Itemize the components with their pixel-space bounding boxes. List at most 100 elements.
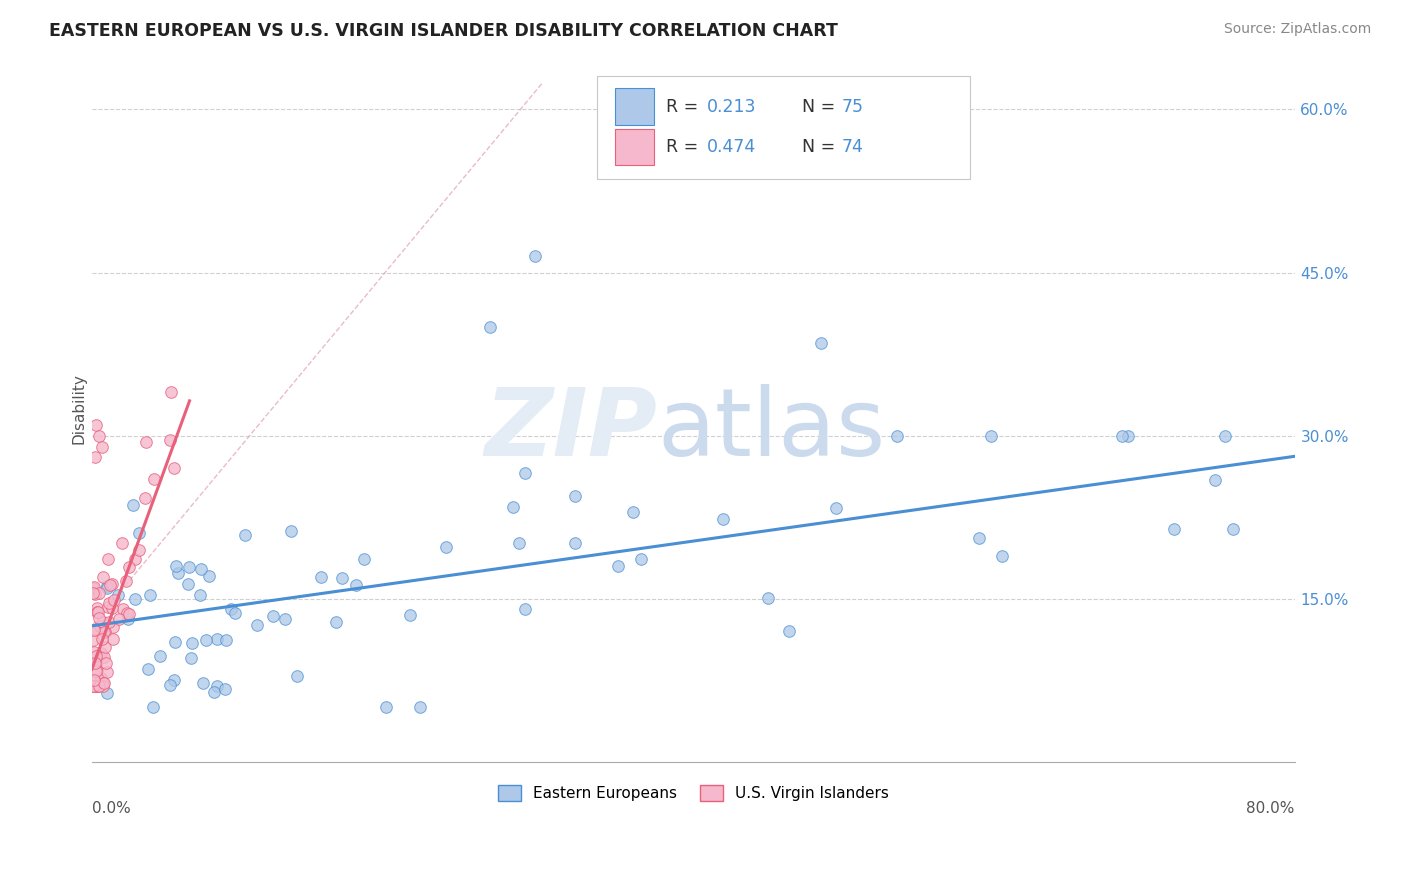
Point [96, 579, 118, 593]
Point [91, 679, 114, 693]
Point [83, 580, 105, 594]
Point [165, 559, 187, 574]
Point [205, 632, 228, 646]
Point [190, 562, 212, 576]
Point [122, 499, 145, 513]
Point [90, 646, 112, 660]
Point [1116, 428, 1139, 442]
Point [886, 428, 908, 442]
Point [508, 536, 530, 550]
Point [159, 434, 181, 448]
Point [274, 612, 297, 626]
Point [194, 633, 217, 648]
Text: EASTERN EUROPEAN VS U.S. VIRGIN ISLANDER DISABILITY CORRELATION CHART: EASTERN EUROPEAN VS U.S. VIRGIN ISLANDER… [49, 22, 838, 40]
Point [93, 640, 115, 654]
Point [1222, 522, 1244, 536]
Point [84, 417, 107, 432]
Point [1204, 473, 1226, 487]
Point [83, 651, 105, 665]
FancyBboxPatch shape [614, 128, 654, 165]
Point [101, 577, 124, 591]
Point [128, 526, 150, 541]
Point [159, 678, 181, 692]
Point [87, 605, 110, 619]
Point [86, 653, 108, 667]
Point [107, 588, 129, 602]
Point [177, 576, 200, 591]
FancyBboxPatch shape [598, 77, 970, 178]
Point [502, 500, 524, 515]
Point [83, 673, 105, 687]
Point [98, 596, 121, 610]
Point [82, 632, 104, 647]
Point [758, 591, 780, 605]
Point [118, 560, 141, 574]
Point [84, 656, 107, 670]
Point [94, 624, 117, 639]
Point [91, 632, 114, 647]
Point [89, 619, 111, 633]
Point [115, 574, 138, 589]
Point [434, 540, 457, 554]
Point [101, 620, 124, 634]
Point [97, 552, 120, 566]
Point [83, 644, 105, 658]
Text: 0.213: 0.213 [706, 98, 756, 116]
Point [139, 588, 162, 602]
Point [86, 601, 108, 615]
Point [98, 578, 121, 592]
Y-axis label: Disability: Disability [72, 373, 86, 444]
Point [84, 665, 107, 679]
Point [711, 512, 734, 526]
Point [111, 602, 134, 616]
Point [198, 568, 221, 582]
Point [93, 676, 115, 690]
Point [93, 650, 115, 665]
Point [159, 385, 181, 400]
FancyBboxPatch shape [614, 88, 654, 125]
Point [89, 610, 111, 624]
Point [325, 615, 347, 630]
Point [143, 472, 166, 486]
Point [233, 528, 256, 542]
Point [82, 679, 104, 693]
Point [108, 612, 131, 626]
Point [84, 656, 107, 670]
Point [97, 615, 120, 629]
Point [128, 543, 150, 558]
Legend: Eastern Europeans, U.S. Virgin Islanders: Eastern Europeans, U.S. Virgin Islanders [492, 779, 896, 807]
Point [86, 679, 108, 693]
Point [86, 679, 108, 693]
Point [524, 249, 547, 263]
Point [344, 578, 367, 592]
Point [136, 662, 159, 676]
Point [86, 663, 108, 677]
Point [630, 552, 652, 566]
Text: Source: ZipAtlas.com: Source: ZipAtlas.com [1223, 22, 1371, 37]
Text: 80.0%: 80.0% [1246, 801, 1295, 815]
Text: 74: 74 [841, 138, 863, 156]
Point [285, 669, 308, 683]
Point [1163, 522, 1185, 536]
Point [117, 612, 139, 626]
Point [177, 560, 200, 574]
Point [479, 320, 502, 334]
Point [135, 435, 157, 450]
Point [246, 618, 269, 632]
Text: R =: R = [665, 98, 703, 116]
Text: ZIP: ZIP [484, 384, 657, 475]
Point [190, 588, 212, 602]
Point [564, 536, 586, 550]
Point [515, 466, 537, 480]
Point [83, 623, 105, 637]
Point [83, 674, 105, 689]
Point [513, 602, 536, 616]
Point [87, 586, 110, 600]
Point [991, 549, 1014, 563]
Text: 75: 75 [841, 98, 863, 116]
Point [87, 679, 110, 693]
Point [1213, 428, 1236, 442]
Point [96, 686, 118, 700]
Point [91, 615, 114, 629]
Point [101, 601, 124, 615]
